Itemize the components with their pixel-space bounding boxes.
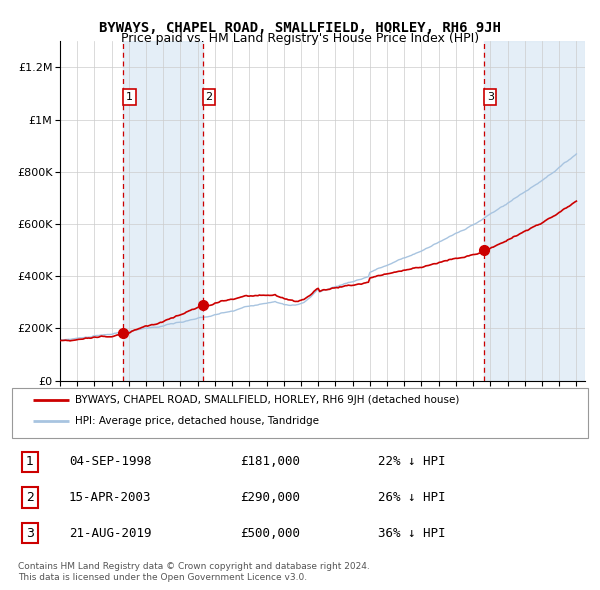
Text: HPI: Average price, detached house, Tandridge: HPI: Average price, detached house, Tand… — [75, 416, 319, 426]
FancyBboxPatch shape — [12, 388, 588, 438]
Text: 2: 2 — [26, 491, 34, 504]
Text: £181,000: £181,000 — [240, 455, 300, 468]
Text: 3: 3 — [487, 92, 494, 102]
Text: Price paid vs. HM Land Registry's House Price Index (HPI): Price paid vs. HM Land Registry's House … — [121, 32, 479, 45]
Text: 36% ↓ HPI: 36% ↓ HPI — [378, 526, 445, 539]
Bar — [123, 41, 203, 381]
Bar — [484, 41, 585, 381]
Text: £500,000: £500,000 — [240, 526, 300, 539]
Text: 2: 2 — [205, 92, 212, 102]
Text: 1: 1 — [26, 455, 34, 468]
Text: Contains HM Land Registry data © Crown copyright and database right 2024.
This d: Contains HM Land Registry data © Crown c… — [18, 562, 370, 582]
Text: 15-APR-2003: 15-APR-2003 — [69, 491, 151, 504]
Text: 3: 3 — [26, 526, 34, 539]
Text: £290,000: £290,000 — [240, 491, 300, 504]
Text: 1: 1 — [126, 92, 133, 102]
Text: 26% ↓ HPI: 26% ↓ HPI — [378, 491, 445, 504]
Text: 22% ↓ HPI: 22% ↓ HPI — [378, 455, 445, 468]
Text: 21-AUG-2019: 21-AUG-2019 — [69, 526, 151, 539]
Text: BYWAYS, CHAPEL ROAD, SMALLFIELD, HORLEY, RH6 9JH: BYWAYS, CHAPEL ROAD, SMALLFIELD, HORLEY,… — [99, 21, 501, 35]
Text: 04-SEP-1998: 04-SEP-1998 — [69, 455, 151, 468]
Text: BYWAYS, CHAPEL ROAD, SMALLFIELD, HORLEY, RH6 9JH (detached house): BYWAYS, CHAPEL ROAD, SMALLFIELD, HORLEY,… — [75, 395, 460, 405]
